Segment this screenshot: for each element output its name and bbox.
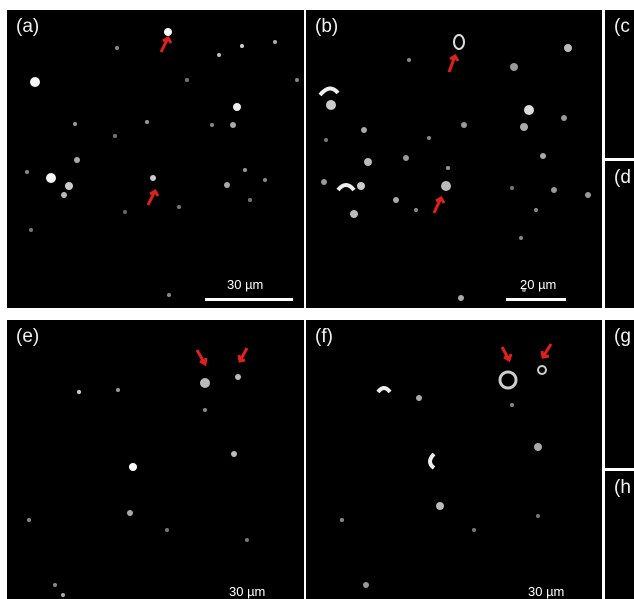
panel-g-label: (g	[614, 326, 631, 347]
panel-f-label: (f)	[315, 326, 333, 347]
panel-c-label: (c	[614, 16, 630, 37]
panel-b-scale-label: 20 µm	[520, 277, 557, 292]
panel-b-particles	[318, 34, 591, 301]
panel-f-scale-label: 30 µm	[528, 584, 565, 599]
panel-f-particles	[340, 343, 553, 588]
panel-h: (h	[605, 471, 634, 599]
panel-a-particles	[25, 28, 299, 297]
panel-d: (d	[605, 161, 634, 308]
panel-b-scale-bar	[506, 298, 566, 301]
panel-b: (b) 20 µm	[306, 10, 602, 308]
panel-e-scale-label: 30 µm	[229, 584, 266, 599]
panel-b-label: (b)	[315, 16, 339, 37]
panel-c: (c	[605, 10, 634, 158]
panel-f: (f) 30 µm	[306, 320, 602, 599]
panel-e: (e) 30 µm	[7, 320, 304, 599]
panel-a-scale-label: 30 µm	[227, 277, 264, 292]
panel-e-label: (e)	[16, 326, 40, 347]
panel-h-label: (h	[614, 477, 631, 498]
panel-a-scale-bar	[205, 298, 293, 301]
panel-a-label: (a)	[16, 16, 40, 37]
panel-a: (a) 30 µm	[7, 10, 304, 308]
panel-d-label: (d	[614, 167, 631, 188]
panel-e-particles	[27, 347, 249, 597]
panel-g: (g	[605, 320, 634, 468]
